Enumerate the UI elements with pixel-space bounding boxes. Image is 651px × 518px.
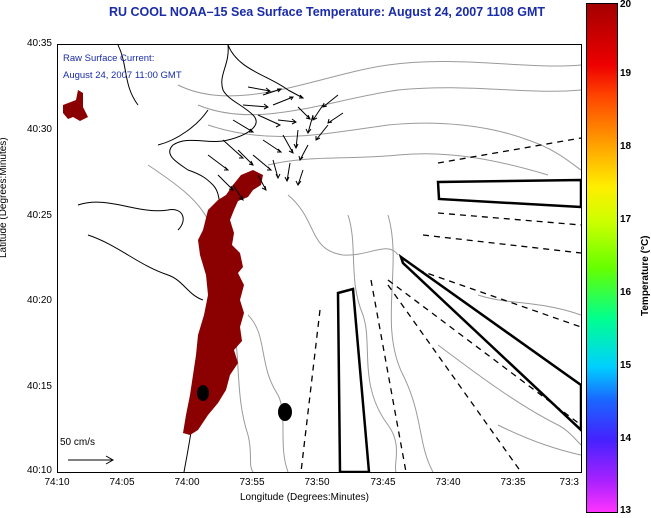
sst-map-graphic bbox=[63, 45, 581, 472]
colorbar-tick: 13 bbox=[620, 505, 632, 516]
y-tick-label: 40:20 bbox=[26, 295, 52, 306]
sst-warm-patches bbox=[63, 90, 263, 435]
shipping-lanes bbox=[336, 178, 581, 472]
current-note-line1: Raw Surface Current: bbox=[63, 53, 155, 64]
x-tick-label: 73:55 bbox=[239, 477, 265, 488]
colorbar-tick: 14 bbox=[620, 433, 632, 444]
map-title: RU COOL NOAA–15 Sea Surface Temperature:… bbox=[108, 5, 546, 19]
surface-current-vectors bbox=[207, 86, 344, 201]
x-tick-label: 74:05 bbox=[109, 477, 135, 488]
bathymetry-contours bbox=[147, 61, 581, 472]
y-tick-label: 40:25 bbox=[26, 210, 52, 221]
x-tick-label: 73:3 bbox=[559, 477, 579, 488]
no-data-dot bbox=[197, 385, 209, 401]
no-data-dot bbox=[278, 403, 292, 421]
x-tick-label: 73:45 bbox=[370, 477, 396, 488]
lane-boundaries bbox=[300, 137, 581, 472]
x-tick-label: 73:35 bbox=[500, 477, 526, 488]
colorbar-tick: 16 bbox=[620, 287, 632, 298]
x-axis-label: Longitude (Degrees:Minutes) bbox=[240, 492, 369, 503]
current-note-line2: August 24, 2007 11:00 GMT bbox=[63, 70, 182, 81]
x-tick-label: 73:50 bbox=[304, 477, 330, 488]
map-plot bbox=[57, 44, 582, 473]
y-tick-label: 40:10 bbox=[26, 465, 52, 476]
y-tick-label: 40:35 bbox=[26, 38, 52, 49]
colorbar-label: Temperature (°C) bbox=[640, 235, 651, 317]
colorbar-tick: 18 bbox=[620, 141, 632, 152]
x-tick-label: 74:10 bbox=[44, 477, 70, 488]
scale-arrow bbox=[68, 455, 115, 465]
scale-label: 50 cm/s bbox=[60, 437, 96, 448]
colorbar-tick: 15 bbox=[620, 360, 632, 371]
x-tick-label: 74:00 bbox=[174, 477, 200, 488]
colorbar-tick: 17 bbox=[620, 214, 632, 225]
colorbar-tick: 19 bbox=[620, 68, 632, 79]
temperature-colorbar bbox=[586, 3, 618, 513]
y-tick-label: 40:15 bbox=[26, 381, 52, 392]
y-tick-label: 40:30 bbox=[26, 124, 52, 135]
y-axis-label: Latitude (Degrees:Minutes) bbox=[0, 137, 9, 258]
coastline bbox=[77, 45, 289, 472]
x-tick-label: 73:40 bbox=[435, 477, 461, 488]
colorbar-tick: 20 bbox=[620, 0, 632, 10]
